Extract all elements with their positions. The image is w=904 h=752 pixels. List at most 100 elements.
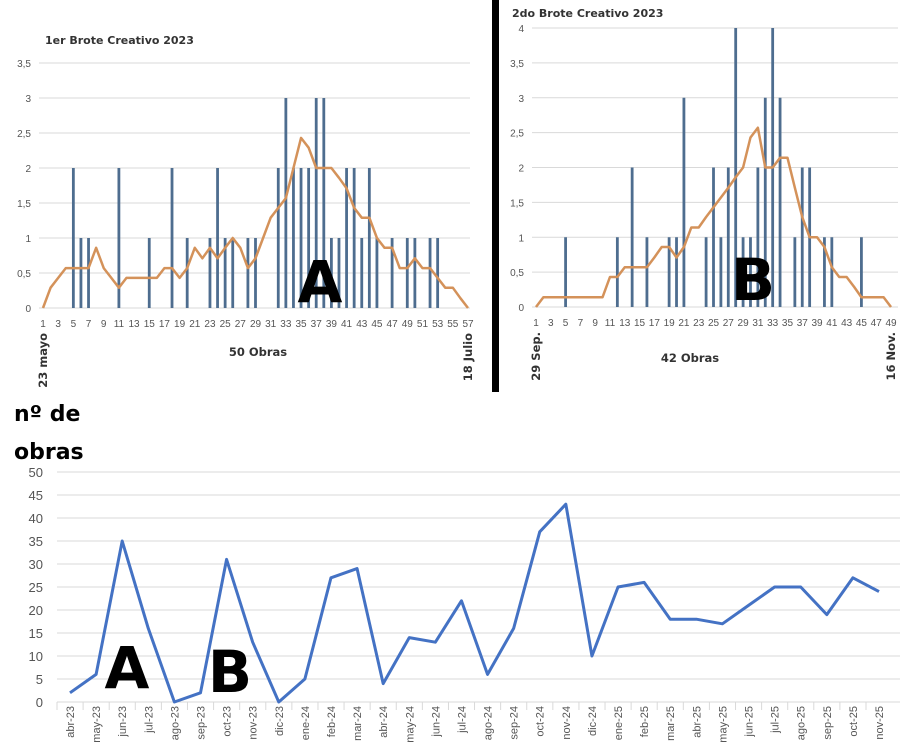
x-tick-label: 23 — [204, 319, 216, 330]
x-tick-label: may-24 — [404, 706, 416, 743]
bar — [246, 238, 250, 308]
x-tick-label: 31 — [752, 318, 764, 329]
bar — [185, 238, 189, 308]
y-tick-label: 30 — [29, 557, 43, 572]
x-tick-label: 45 — [856, 318, 868, 329]
x-tick-label: ago-25 — [796, 706, 808, 740]
bar — [216, 168, 219, 308]
bar — [345, 168, 348, 308]
y-tick-label: 0 — [36, 695, 43, 710]
x-tick-label: dic-23 — [274, 706, 286, 736]
x-tick-label: 15 — [144, 319, 156, 330]
divider — [492, 0, 499, 392]
x-tick-label: jun-24 — [430, 706, 442, 738]
x-tick-label: 15 — [634, 318, 646, 329]
end-date-label: 18 Julio — [461, 333, 475, 381]
bar — [436, 238, 440, 308]
bar — [405, 238, 409, 308]
bar — [276, 168, 280, 308]
x-tick-label: 23 — [693, 318, 705, 329]
x-tick-label: 57 — [462, 319, 474, 330]
x-tick-label: 43 — [841, 318, 853, 329]
x-tick-label: 39 — [326, 319, 338, 330]
bar — [329, 238, 333, 308]
y-tick-label: 0,5 — [17, 269, 31, 280]
bar — [726, 167, 730, 307]
x-tick-label: 39 — [811, 318, 823, 329]
bar — [231, 238, 235, 308]
x-tick-label: mar-24 — [352, 706, 364, 741]
bar — [208, 238, 212, 308]
bar — [749, 237, 752, 307]
bar — [170, 168, 174, 308]
x-tick-label: 17 — [649, 318, 661, 329]
x-tick-label: may-23 — [91, 706, 103, 743]
x-tick-label: 1 — [533, 318, 539, 329]
bar — [763, 97, 767, 307]
x-tick-label: mar-25 — [665, 706, 677, 741]
y-tick-label: 25 — [29, 580, 43, 595]
y-tick-label: 0 — [25, 304, 31, 315]
x-tick-label: 49 — [402, 319, 414, 330]
bar — [337, 238, 341, 308]
bar — [860, 237, 863, 307]
x-tick-label: feb-25 — [639, 706, 651, 737]
y-tick-label: 4 — [518, 24, 524, 35]
y-tick-label: 0 — [518, 303, 524, 314]
chart-title: 1er Brote Creativo 2023 — [45, 34, 194, 47]
y-tick-label: 1 — [518, 233, 524, 244]
x-tick-label: 7 — [578, 318, 584, 329]
start-date-label: 29 Sep. — [529, 332, 543, 381]
y-tick-label: 1 — [25, 234, 31, 245]
y-tick-label: 3 — [25, 94, 31, 105]
y-tick-label: 2 — [25, 164, 31, 175]
y-tick-label: 3 — [518, 94, 524, 105]
bar — [367, 168, 371, 308]
x-tick-label: nov-24 — [561, 706, 573, 740]
y-tick-label: 50 — [29, 465, 43, 480]
x-tick-label: 1 — [40, 319, 46, 330]
x-tick-label: 25 — [220, 319, 232, 330]
x-axis-label: 42 Obras — [661, 351, 719, 365]
bar — [793, 237, 797, 307]
start-date-label: 23 mayo — [36, 333, 50, 388]
x-tick-label: 33 — [280, 319, 292, 330]
x-tick-label: 49 — [885, 318, 897, 329]
x-tick-label: 11 — [605, 318, 616, 329]
y-axis-label: nº de obras — [14, 402, 84, 465]
x-tick-label: 43 — [356, 319, 368, 330]
x-tick-label: nov-25 — [874, 706, 886, 740]
x-tick-label: feb-24 — [326, 706, 338, 737]
x-tick-label: ene-25 — [613, 706, 625, 740]
y-tick-label: 0,5 — [510, 268, 524, 279]
x-tick-label: nov-23 — [248, 706, 260, 740]
x-tick-label: 27 — [235, 319, 247, 330]
trend-line — [41, 136, 469, 309]
x-tick-label: 9 — [592, 318, 598, 329]
bar — [223, 238, 227, 308]
bar — [254, 238, 257, 308]
bar — [712, 167, 715, 307]
bar — [390, 238, 394, 308]
x-tick-label: 47 — [387, 319, 399, 330]
x-tick-label: jun-25 — [744, 706, 756, 738]
x-tick-label: 25 — [708, 318, 720, 329]
bar — [147, 238, 151, 308]
x-tick-label: ene-24 — [300, 706, 312, 740]
x-tick-label: 17 — [159, 319, 171, 330]
x-tick-label: 31 — [265, 319, 277, 330]
x-tick-label: sep-24 — [509, 706, 521, 740]
y-tick-label: 1,5 — [510, 198, 524, 209]
marker-letter-b: B — [208, 638, 252, 706]
bar — [292, 168, 295, 308]
bar — [675, 237, 678, 307]
x-tick-label: 21 — [678, 318, 690, 329]
bar — [71, 168, 75, 308]
x-tick-label: 13 — [129, 319, 141, 330]
x-tick-label: ago-23 — [169, 706, 181, 740]
bar — [299, 168, 303, 308]
chart-3: nº de obras 0 5 10 15 20 25 30 35 40 45 50 abr-23 may-… — [14, 402, 900, 743]
x-tick-label: 55 — [447, 319, 459, 330]
y-tick-label: 15 — [29, 626, 43, 641]
x-tick-label: sep-23 — [195, 706, 207, 740]
